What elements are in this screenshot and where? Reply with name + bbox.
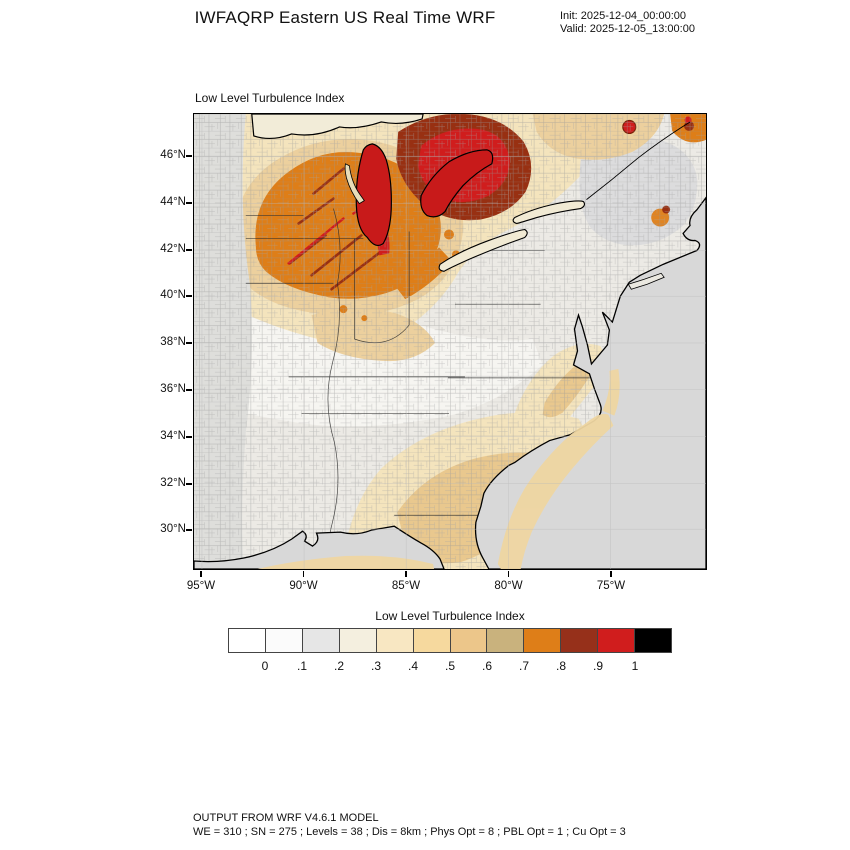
- lat-tickmark: [186, 529, 192, 531]
- st-lawrence-river: [586, 121, 691, 200]
- colorbar-tick-label: .2: [333, 659, 345, 673]
- lat-tickmark: [186, 483, 192, 485]
- lon-tickmark: [507, 571, 509, 577]
- colorbar-box: [523, 628, 562, 653]
- lat-tick-label: 40°N: [160, 289, 186, 301]
- init-time: Init: 2025-12-04_00:00:00: [560, 10, 686, 22]
- green-bay: [344, 163, 365, 205]
- colorbar-box: [228, 628, 266, 653]
- lake-ontario: [512, 200, 586, 225]
- colorbar-tick-label: .1: [296, 659, 308, 673]
- lon-tick-label: 75°W: [596, 580, 626, 592]
- lon-tick-label: 90°W: [289, 580, 318, 592]
- colorbar-tick-label: .7: [518, 659, 530, 673]
- great-lakes: [251, 114, 586, 272]
- footer-model-line: OUTPUT FROM WRF V4.6.1 MODEL: [193, 812, 379, 824]
- lake-erie: [438, 228, 528, 272]
- colorbar-tick-label: .5: [444, 659, 456, 673]
- colorbar-tick-label: 0: [261, 659, 269, 673]
- lat-tickmark: [186, 202, 192, 204]
- offshore-warm-band: [257, 368, 620, 569]
- lon-tickmark: [610, 571, 612, 577]
- colorbar-box: [338, 628, 377, 653]
- lat-tickmark: [186, 295, 192, 297]
- map-variable-label: Low Level Turbulence Index: [195, 91, 345, 105]
- lat-tickmark: [186, 342, 192, 344]
- colorbar-box: [412, 628, 451, 653]
- colorbar-tick-label: 1: [631, 659, 639, 673]
- page-title: IWFAQRP Eastern US Real Time WRF: [194, 8, 496, 27]
- map-canvas: [194, 114, 706, 569]
- colorbar-box: [301, 628, 340, 653]
- valid-time: Valid: 2025-12-05_13:00:00: [560, 23, 695, 35]
- lon-tick-label: 95°W: [186, 580, 216, 592]
- colorbar-box: [264, 628, 303, 653]
- lake-huron: [420, 149, 494, 218]
- run-times: Init: 2025-12-04_00:00:00 Valid: 2025-12…: [560, 10, 695, 36]
- lat-tick-label: 38°N: [160, 336, 186, 348]
- lon-tickmark: [405, 571, 407, 577]
- lat-tick-label: 44°N: [160, 196, 186, 208]
- lat-tick-label: 34°N: [160, 430, 186, 442]
- colorbar-box: [449, 628, 488, 653]
- colorbar-tick-label: .4: [407, 659, 419, 673]
- footer-namelist-line: WE = 310 ; SN = 275 ; Levels = 38 ; Dis …: [193, 825, 626, 838]
- colorbar: [228, 628, 673, 653]
- colorbar-tick-label: .6: [481, 659, 493, 673]
- colorbar-tick-label: .8: [555, 659, 567, 673]
- lon-tickmark: [200, 571, 202, 577]
- lon-tickmark: [302, 571, 304, 577]
- lat-tickmark: [186, 389, 192, 391]
- colorbar-box: [375, 628, 414, 653]
- lat-tickmark: [186, 155, 192, 157]
- colorbar-box: [634, 628, 673, 653]
- lon-tick-label: 85°W: [391, 580, 421, 592]
- model-footer: OUTPUT FROM WRF V4.6.1 MODEL WE = 310 ; …: [193, 812, 626, 839]
- lat-tick-label: 46°N: [160, 149, 186, 161]
- lat-tickmark: [186, 249, 192, 251]
- lat-tickmark: [186, 436, 192, 438]
- lat-tick-label: 42°N: [160, 243, 186, 255]
- colorbar-box: [486, 628, 525, 653]
- lake-michigan: [355, 143, 392, 246]
- colorbar-tick-label: .9: [592, 659, 604, 673]
- colorbar-box: [560, 628, 599, 653]
- lake-superior: [251, 114, 424, 140]
- colorbar-box: [597, 628, 636, 653]
- lat-tick-label: 30°N: [160, 523, 186, 535]
- colorbar-title: Low Level Turbulence Index: [375, 609, 525, 623]
- lat-tick-label: 32°N: [160, 477, 186, 489]
- colorbar-tick-label: .3: [370, 659, 382, 673]
- lon-tick-label: 80°W: [494, 580, 523, 592]
- long-island: [627, 272, 665, 290]
- turbulence-map: [193, 113, 707, 570]
- lat-tick-label: 36°N: [160, 383, 186, 395]
